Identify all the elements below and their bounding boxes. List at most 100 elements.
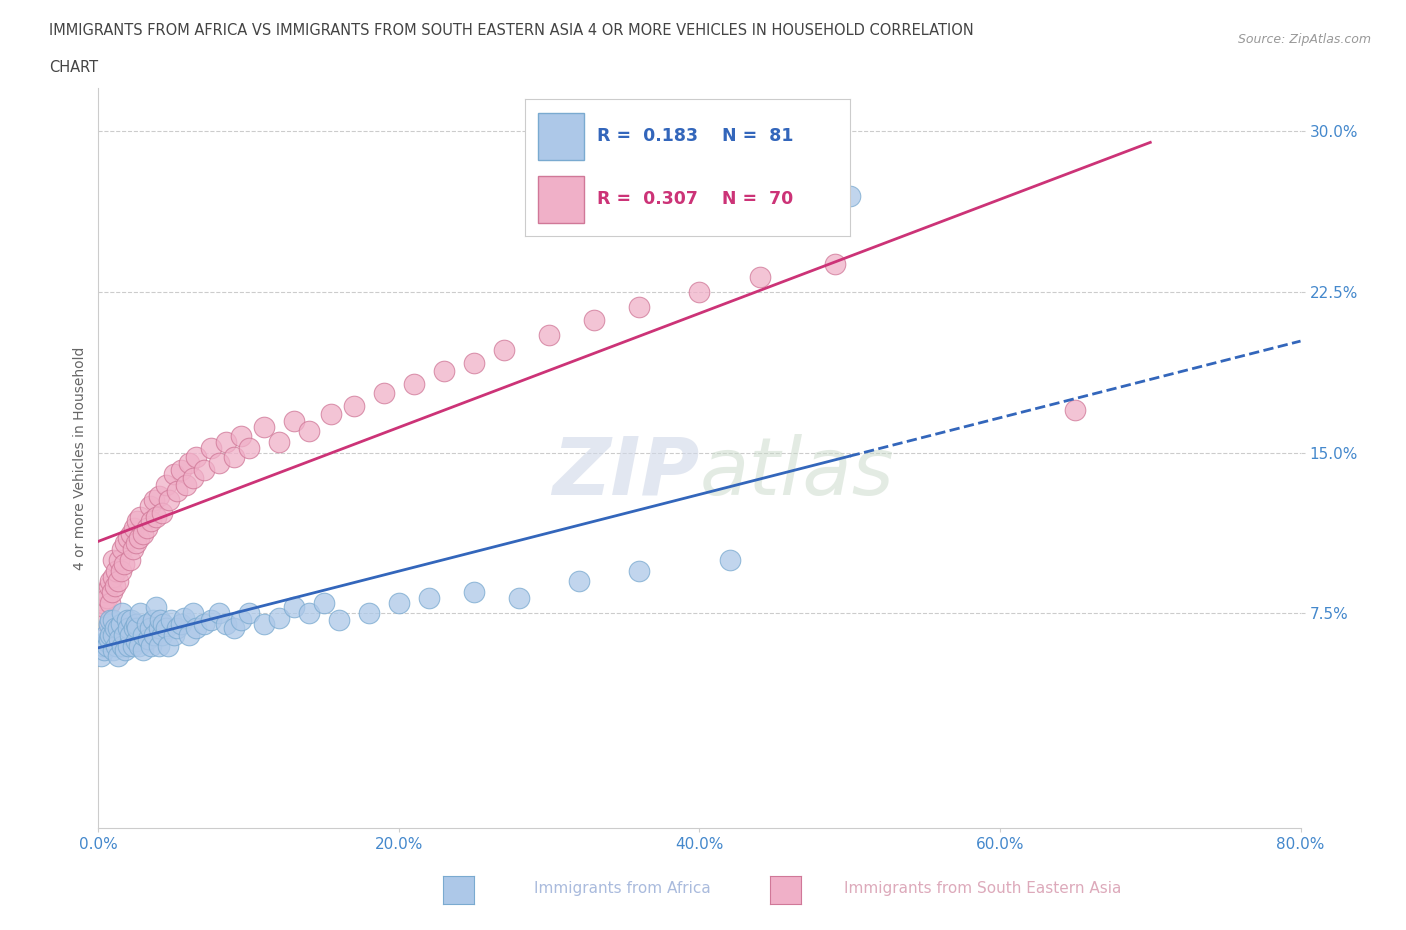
Point <box>148 638 170 653</box>
Point <box>112 557 135 572</box>
Point <box>129 606 152 621</box>
Point <box>100 612 122 627</box>
Point <box>139 638 162 653</box>
Text: CHART: CHART <box>49 60 98 75</box>
Point <box>121 526 143 541</box>
Point <box>373 385 395 400</box>
Point <box>238 606 260 621</box>
Point <box>127 621 149 636</box>
Point <box>184 621 207 636</box>
Point <box>94 628 117 643</box>
Point <box>94 634 117 649</box>
Point <box>159 612 181 627</box>
Point <box>91 638 114 653</box>
Point <box>170 617 193 631</box>
Point <box>162 628 184 643</box>
Point <box>253 419 276 434</box>
Point <box>181 606 204 621</box>
Point <box>149 612 172 627</box>
Point <box>628 299 651 314</box>
Point <box>267 434 290 449</box>
Point <box>111 606 134 621</box>
Point <box>283 600 305 615</box>
Point <box>166 484 188 498</box>
Point <box>107 574 129 589</box>
Point <box>90 649 112 664</box>
Point <box>748 270 770 285</box>
Point <box>100 574 122 589</box>
Point <box>138 621 160 636</box>
Point <box>101 585 124 600</box>
Point <box>231 612 253 627</box>
Point <box>200 441 222 456</box>
Point <box>112 628 135 643</box>
Point <box>583 312 606 327</box>
Y-axis label: 4 or more Vehicles in Household: 4 or more Vehicles in Household <box>73 346 87 570</box>
Point <box>111 638 134 653</box>
Point <box>418 591 440 605</box>
Text: Immigrants from South Eastern Asia: Immigrants from South Eastern Asia <box>844 881 1121 896</box>
Point <box>128 531 150 546</box>
Point <box>122 541 145 556</box>
Point <box>125 634 148 649</box>
Text: IMMIGRANTS FROM AFRICA VS IMMIGRANTS FROM SOUTH EASTERN ASIA 4 OR MORE VEHICLES : IMMIGRANTS FROM AFRICA VS IMMIGRANTS FRO… <box>49 23 974 38</box>
Point <box>124 520 146 535</box>
Point <box>1064 403 1087 418</box>
Point <box>108 631 131 646</box>
Point <box>90 612 112 627</box>
Point <box>127 513 149 528</box>
Point <box>267 610 290 625</box>
Point <box>238 441 260 456</box>
Point <box>117 531 139 546</box>
Point <box>132 628 155 643</box>
Point <box>177 456 200 471</box>
Point <box>96 638 118 653</box>
Point <box>494 342 516 357</box>
Point <box>110 563 132 578</box>
Point <box>94 585 117 600</box>
Point <box>143 492 166 507</box>
Point <box>343 398 366 413</box>
Point <box>321 406 343 421</box>
Point <box>433 364 456 379</box>
Point <box>114 643 136 658</box>
Point <box>132 643 155 658</box>
Point <box>402 377 425 392</box>
Point <box>156 638 179 653</box>
Point <box>125 536 148 551</box>
Point <box>135 617 157 631</box>
Point <box>124 621 146 636</box>
Point <box>170 462 193 477</box>
Point <box>357 606 380 621</box>
Point <box>253 617 276 631</box>
Point <box>129 510 152 525</box>
Point <box>122 638 145 653</box>
Point <box>138 498 160 513</box>
Point <box>312 595 335 610</box>
Point <box>100 595 122 610</box>
Point <box>463 585 485 600</box>
Point <box>181 471 204 485</box>
Point <box>100 628 122 643</box>
Point <box>97 631 120 646</box>
Point <box>105 638 128 653</box>
Point <box>508 591 530 605</box>
Point <box>105 563 128 578</box>
Point <box>157 492 180 507</box>
Point <box>838 188 860 203</box>
Point <box>143 628 166 643</box>
Point <box>145 600 167 615</box>
Point <box>538 327 561 342</box>
Text: Immigrants from Africa: Immigrants from Africa <box>534 881 711 896</box>
Text: atlas: atlas <box>699 433 894 512</box>
Point <box>93 600 115 615</box>
Point <box>132 526 155 541</box>
Point <box>103 569 125 584</box>
Point <box>150 628 173 643</box>
Point <box>215 617 238 631</box>
Point <box>104 578 127 593</box>
Point <box>108 552 131 567</box>
Point <box>568 574 591 589</box>
Point <box>231 428 253 443</box>
Point <box>298 606 321 621</box>
